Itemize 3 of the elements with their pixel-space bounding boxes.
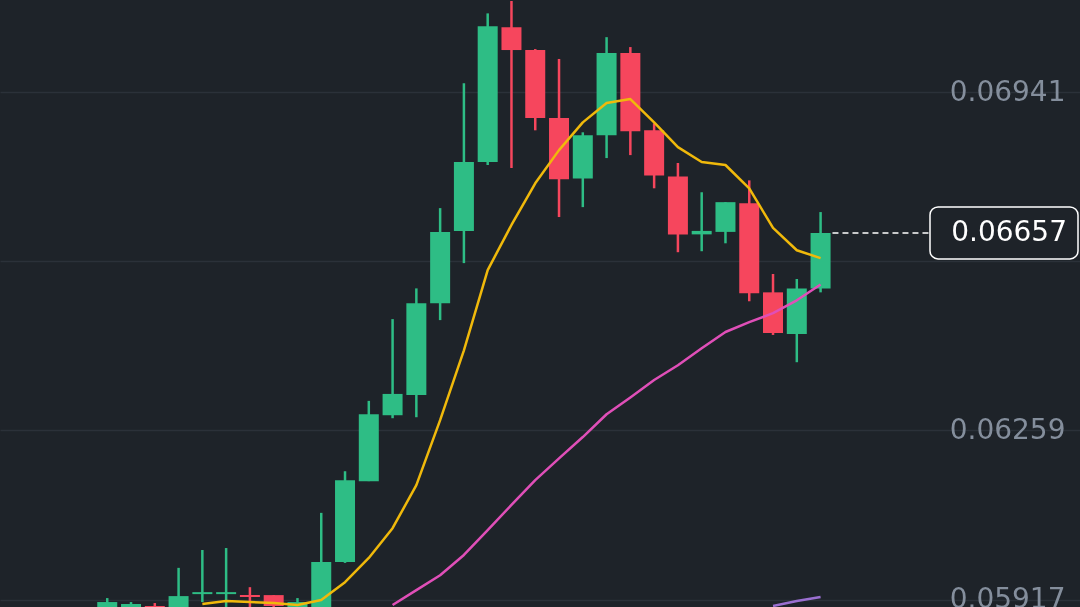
y-tick-label: 0.06259 bbox=[949, 412, 1066, 446]
ref-line-label: 0.06657 bbox=[951, 214, 1067, 248]
y-tick-label: 0.06941 bbox=[949, 74, 1066, 108]
